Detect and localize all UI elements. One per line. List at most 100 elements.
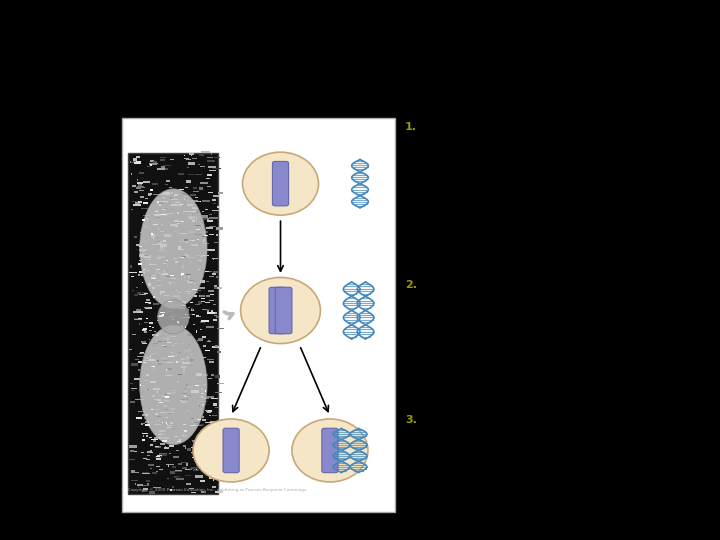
FancyBboxPatch shape <box>181 399 184 400</box>
FancyBboxPatch shape <box>179 297 181 299</box>
FancyBboxPatch shape <box>150 322 153 323</box>
FancyBboxPatch shape <box>150 160 154 162</box>
FancyBboxPatch shape <box>168 412 174 414</box>
FancyBboxPatch shape <box>131 388 138 389</box>
FancyBboxPatch shape <box>215 407 220 408</box>
FancyBboxPatch shape <box>192 220 194 222</box>
FancyBboxPatch shape <box>199 295 200 297</box>
FancyBboxPatch shape <box>184 203 185 205</box>
FancyBboxPatch shape <box>141 423 143 426</box>
FancyBboxPatch shape <box>158 402 163 403</box>
FancyBboxPatch shape <box>150 322 153 323</box>
FancyBboxPatch shape <box>202 200 210 201</box>
FancyBboxPatch shape <box>145 389 150 390</box>
FancyBboxPatch shape <box>207 396 215 398</box>
FancyBboxPatch shape <box>167 342 171 343</box>
FancyBboxPatch shape <box>142 241 147 242</box>
FancyBboxPatch shape <box>163 165 171 166</box>
FancyBboxPatch shape <box>163 436 169 438</box>
FancyBboxPatch shape <box>158 420 160 421</box>
FancyBboxPatch shape <box>171 323 174 325</box>
FancyBboxPatch shape <box>187 395 191 396</box>
FancyBboxPatch shape <box>215 462 221 464</box>
FancyBboxPatch shape <box>183 211 191 212</box>
FancyBboxPatch shape <box>174 476 177 478</box>
FancyBboxPatch shape <box>166 213 173 214</box>
FancyBboxPatch shape <box>132 334 137 335</box>
FancyBboxPatch shape <box>215 392 222 394</box>
FancyBboxPatch shape <box>143 488 148 490</box>
FancyBboxPatch shape <box>161 416 163 417</box>
FancyBboxPatch shape <box>217 276 218 278</box>
FancyBboxPatch shape <box>202 211 204 212</box>
FancyBboxPatch shape <box>214 286 217 287</box>
FancyBboxPatch shape <box>185 195 186 197</box>
FancyBboxPatch shape <box>132 389 135 391</box>
FancyBboxPatch shape <box>202 374 208 375</box>
FancyBboxPatch shape <box>207 410 211 413</box>
FancyBboxPatch shape <box>172 355 177 356</box>
FancyBboxPatch shape <box>186 351 190 352</box>
FancyBboxPatch shape <box>166 417 168 418</box>
FancyBboxPatch shape <box>143 433 148 434</box>
FancyBboxPatch shape <box>148 303 149 304</box>
FancyBboxPatch shape <box>179 173 184 175</box>
FancyBboxPatch shape <box>187 299 189 300</box>
FancyBboxPatch shape <box>217 467 222 469</box>
FancyBboxPatch shape <box>202 416 204 417</box>
FancyBboxPatch shape <box>138 204 140 205</box>
FancyBboxPatch shape <box>132 158 137 161</box>
FancyBboxPatch shape <box>149 491 156 494</box>
FancyBboxPatch shape <box>130 349 132 350</box>
FancyBboxPatch shape <box>188 214 193 215</box>
FancyBboxPatch shape <box>166 409 167 410</box>
FancyBboxPatch shape <box>153 388 160 390</box>
FancyBboxPatch shape <box>207 186 211 187</box>
FancyBboxPatch shape <box>152 409 160 410</box>
FancyBboxPatch shape <box>207 295 210 297</box>
FancyBboxPatch shape <box>207 449 213 450</box>
FancyBboxPatch shape <box>210 217 217 219</box>
FancyBboxPatch shape <box>182 385 185 386</box>
FancyBboxPatch shape <box>207 310 210 312</box>
FancyBboxPatch shape <box>207 341 211 342</box>
FancyBboxPatch shape <box>154 213 161 216</box>
FancyBboxPatch shape <box>157 201 164 202</box>
FancyBboxPatch shape <box>132 451 138 452</box>
FancyBboxPatch shape <box>143 181 150 184</box>
FancyBboxPatch shape <box>158 341 162 342</box>
FancyBboxPatch shape <box>161 224 163 226</box>
FancyBboxPatch shape <box>145 219 149 220</box>
FancyBboxPatch shape <box>197 374 202 376</box>
FancyBboxPatch shape <box>145 424 150 426</box>
FancyBboxPatch shape <box>170 326 171 329</box>
FancyBboxPatch shape <box>215 312 217 314</box>
FancyBboxPatch shape <box>170 489 173 491</box>
FancyBboxPatch shape <box>162 436 166 437</box>
FancyBboxPatch shape <box>210 294 214 295</box>
FancyBboxPatch shape <box>150 366 152 367</box>
FancyBboxPatch shape <box>203 255 209 256</box>
FancyBboxPatch shape <box>176 428 179 429</box>
FancyBboxPatch shape <box>169 368 172 369</box>
FancyBboxPatch shape <box>150 468 152 469</box>
FancyBboxPatch shape <box>174 456 179 458</box>
FancyBboxPatch shape <box>166 369 167 371</box>
FancyBboxPatch shape <box>197 212 198 213</box>
FancyBboxPatch shape <box>131 173 132 175</box>
FancyBboxPatch shape <box>154 423 161 425</box>
FancyBboxPatch shape <box>204 271 210 272</box>
FancyBboxPatch shape <box>157 400 161 401</box>
FancyBboxPatch shape <box>210 421 216 422</box>
FancyBboxPatch shape <box>149 359 155 361</box>
FancyBboxPatch shape <box>135 483 136 485</box>
FancyBboxPatch shape <box>188 334 192 336</box>
FancyBboxPatch shape <box>202 301 205 302</box>
FancyBboxPatch shape <box>175 471 182 472</box>
FancyBboxPatch shape <box>158 433 165 435</box>
FancyBboxPatch shape <box>204 433 207 434</box>
FancyBboxPatch shape <box>148 195 151 196</box>
FancyBboxPatch shape <box>176 420 177 421</box>
FancyBboxPatch shape <box>191 354 193 355</box>
FancyBboxPatch shape <box>189 281 193 283</box>
